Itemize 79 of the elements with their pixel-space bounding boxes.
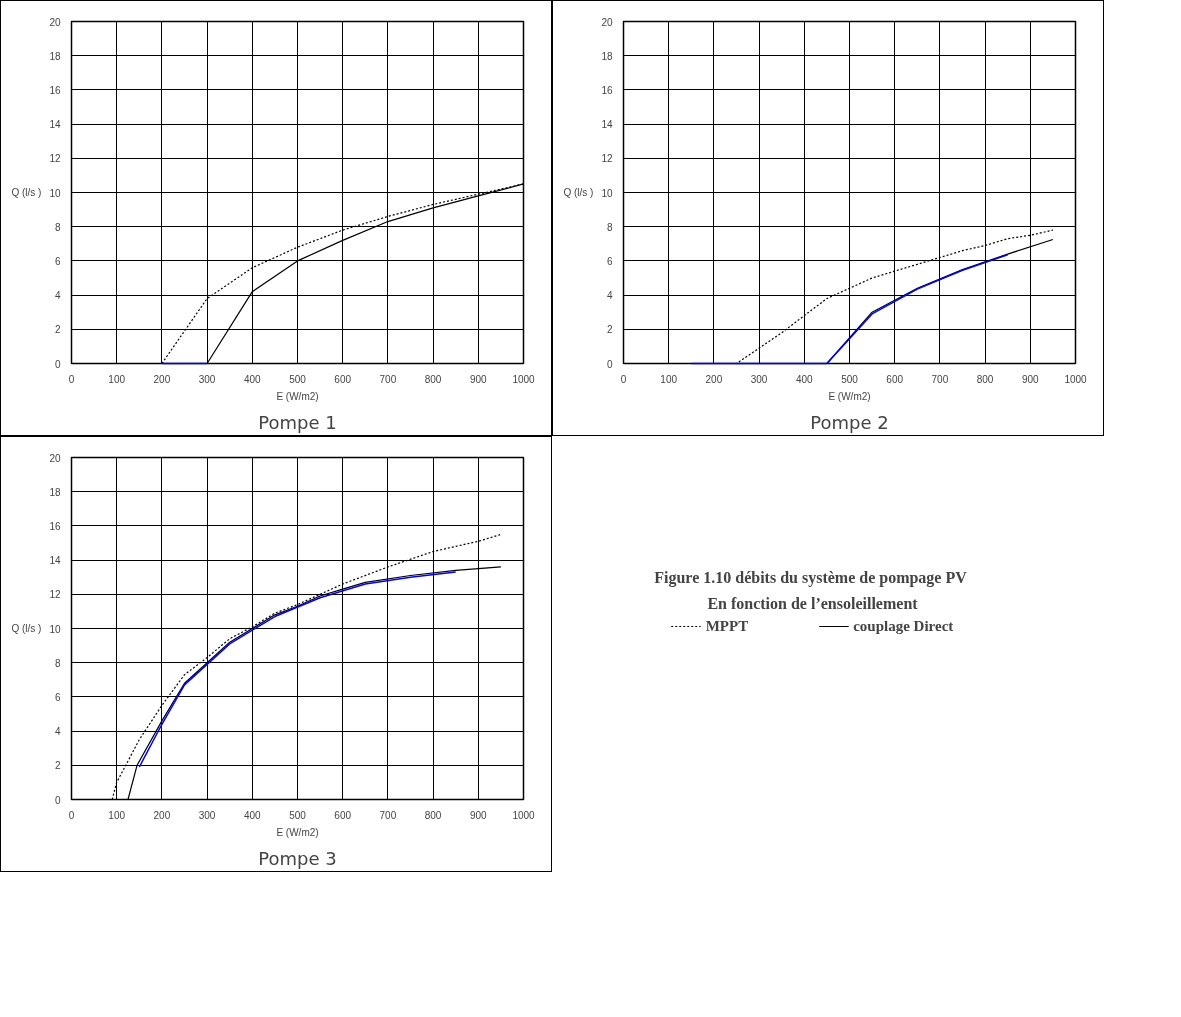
y-tick-label: 4: [54, 726, 61, 738]
x-tick-label: 500: [289, 809, 307, 821]
x-tick-label: 0: [68, 809, 75, 821]
y-tick-label: 6: [54, 691, 61, 703]
x-tick-label: 800: [424, 809, 442, 821]
x-tick-label: 900: [1021, 373, 1040, 385]
x-tick-label: 900: [469, 809, 488, 821]
x-tick-label: 1000: [512, 809, 536, 821]
y-tick-label: 20: [49, 452, 61, 464]
x-tick-label: 900: [469, 373, 488, 385]
y-tick-label: 18: [601, 50, 613, 62]
x-tick-label: 100: [660, 373, 678, 385]
text: En fonction de l’ensoleillement: [707, 594, 919, 612]
y-tick-label: 14: [49, 555, 61, 567]
y-tick-label: 16: [49, 520, 61, 532]
x-axis-title: E (W/m2): [828, 390, 871, 402]
y-tick-label: 8: [54, 221, 61, 233]
x-tick-label: 600: [334, 373, 352, 385]
y-tick-label: 16: [601, 84, 613, 96]
x-tick-label: 100: [108, 373, 126, 385]
y-tick-label: 0: [606, 358, 613, 370]
x-tick-label: 700: [931, 373, 949, 385]
x-tick-label: 700: [379, 809, 397, 821]
y-axis-title: Q (l/s ): [563, 187, 594, 198]
x-tick-label: 200: [705, 373, 723, 385]
y-tick-label: 18: [49, 486, 61, 498]
y-tick-label: 4: [54, 290, 61, 302]
x-tick-label: 0: [68, 373, 75, 385]
x-tick-label: 500: [841, 373, 859, 385]
y-axis-title: Q (l/s ): [11, 187, 42, 198]
x-tick-label: 400: [795, 373, 814, 385]
x-axis-title: E (W/m2): [276, 826, 319, 838]
x-tick-label: 300: [750, 373, 768, 385]
text: Pompe 1: [258, 411, 337, 433]
y-tick-label: 18: [49, 50, 61, 62]
x-tick-label: 600: [886, 373, 904, 385]
legend-label: MPPT: [705, 617, 749, 635]
x-tick-label: 500: [289, 373, 307, 385]
y-tick-label: 6: [54, 255, 61, 267]
y-tick-label: 12: [601, 153, 613, 165]
y-axis-title: Q (l/s ): [11, 623, 42, 634]
y-tick-label: 20: [49, 16, 61, 28]
y-tick-label: 2: [54, 760, 61, 772]
y-tick-label: 12: [49, 153, 61, 165]
x-tick-label: 600: [334, 809, 352, 821]
x-tick-label: 800: [424, 373, 442, 385]
y-tick-label: 4: [606, 290, 613, 302]
y-tick-label: 16: [49, 84, 61, 96]
y-tick-label: 10: [601, 187, 613, 199]
y-tick-label: 6: [606, 255, 613, 267]
y-tick-label: 10: [49, 187, 61, 199]
x-tick-label: 700: [379, 373, 397, 385]
y-tick-label: 8: [54, 657, 61, 669]
x-tick-label: 200: [153, 809, 171, 821]
y-tick-label: 2: [54, 324, 61, 336]
y-tick-label: 0: [54, 794, 61, 806]
x-tick-label: 400: [243, 373, 262, 385]
x-tick-label: 100: [108, 809, 126, 821]
x-tick-label: 1000: [512, 373, 536, 385]
caption: Figure 1.10 débits du système de pompage PV: [654, 568, 968, 587]
y-tick-label: 12: [49, 589, 61, 601]
x-tick-label: 400: [243, 809, 262, 821]
x-tick-label: 0: [620, 373, 627, 385]
y-tick-label: 8: [606, 221, 613, 233]
y-tick-label: 0: [54, 358, 61, 370]
x-tick-label: 200: [153, 373, 171, 385]
y-tick-label: 14: [49, 119, 61, 131]
x-tick-label: 1000: [1064, 373, 1088, 385]
x-axis-title: E (W/m2): [276, 390, 319, 402]
y-tick-label: 10: [49, 623, 61, 635]
legend-label: couplage Direct: [853, 617, 954, 635]
x-tick-label: 300: [198, 373, 216, 385]
text: Pompe 2: [810, 411, 889, 433]
y-tick-label: 14: [601, 119, 613, 131]
x-tick-label: 800: [976, 373, 994, 385]
x-tick-label: 300: [198, 809, 216, 821]
text: Pompe 3: [258, 847, 337, 869]
y-tick-label: 20: [601, 16, 613, 28]
y-tick-label: 2: [606, 324, 613, 336]
